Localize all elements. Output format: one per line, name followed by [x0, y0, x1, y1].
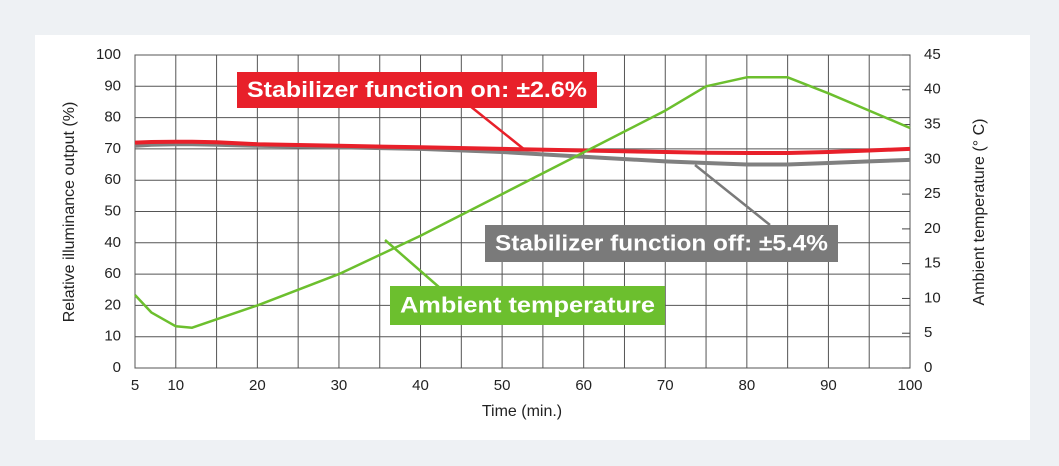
annotation-text: Stabilizer function off: ±5.4% — [495, 230, 828, 255]
x-tick-label: 90 — [820, 377, 837, 394]
y-axis-label: Relative illuminance output (%) — [61, 102, 78, 323]
x-tick-label: 10 — [167, 377, 184, 394]
y2-tick-label: 10 — [924, 289, 941, 306]
annotation-text: Ambient temperature — [400, 292, 655, 317]
y-tick-label: 10 — [104, 328, 121, 345]
annotation-text: Stabilizer function on: ±2.6% — [247, 77, 587, 102]
y2-tick-label: 0 — [924, 359, 932, 376]
y2-tick-label: 5 — [924, 324, 932, 341]
y-tick-label: 0 — [113, 359, 121, 376]
x-tick-label: 60 — [575, 377, 592, 394]
x-tick-label: 50 — [494, 377, 511, 394]
x-tick-label: 40 — [412, 377, 429, 394]
annotation-leader — [384, 239, 441, 289]
annotation-leader — [469, 105, 526, 151]
y2-tick-label: 25 — [924, 185, 941, 202]
x-tick-label: 5 — [131, 377, 139, 394]
y2-tick-label: 35 — [924, 116, 941, 133]
y2-axis-label: Ambient temperature (° C) — [971, 119, 988, 306]
x-tick-label: 80 — [738, 377, 755, 394]
data-line — [134, 142, 911, 167]
y2-tick-label: 40 — [924, 81, 941, 98]
annotation-leader — [694, 164, 771, 226]
y2-tick-label: 20 — [924, 220, 941, 237]
y-tick-label: 100 — [96, 46, 121, 63]
annotation-box — [390, 286, 665, 325]
data-line — [134, 139, 911, 155]
y-tick-label: 90 — [104, 77, 121, 94]
y-tick-label: 40 — [104, 234, 121, 251]
y-tick-label: 60 — [104, 171, 121, 188]
x-tick-label: 20 — [249, 377, 266, 394]
y-tick-label: 80 — [104, 109, 121, 126]
y2-tick-label: 15 — [924, 255, 941, 272]
y2-tick-label: 30 — [924, 150, 941, 167]
x-tick-label: 30 — [331, 377, 348, 394]
annotation-box — [237, 72, 597, 108]
y-tick-label: 20 — [104, 296, 121, 313]
x-tick-label: 100 — [897, 377, 922, 394]
y-tick-label: 70 — [104, 140, 121, 157]
y-tick-label: 50 — [104, 202, 121, 219]
x-axis-label: Time (min.) — [482, 403, 562, 420]
data-line — [134, 76, 911, 329]
y-tick-label: 60 — [104, 265, 121, 282]
annotation-box — [485, 225, 838, 262]
y2-tick-label: 45 — [924, 46, 941, 63]
x-tick-label: 70 — [657, 377, 674, 394]
